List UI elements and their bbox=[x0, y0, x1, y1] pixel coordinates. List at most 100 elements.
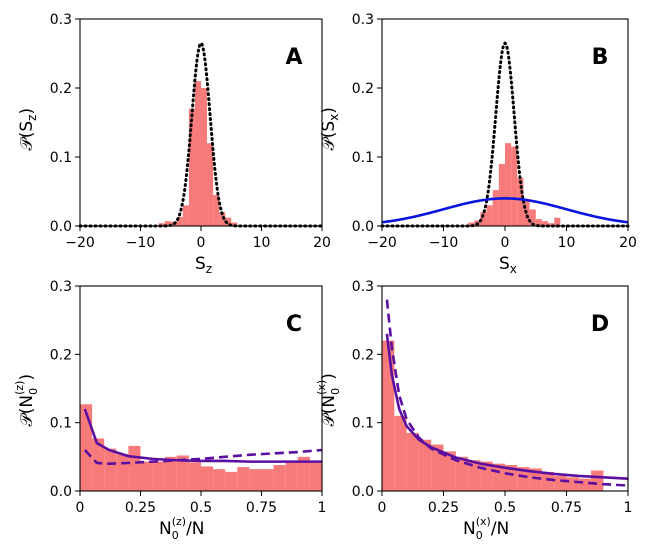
panel-b-curves bbox=[380, 41, 630, 228]
panel-c-x-tick-label: 0 bbox=[76, 500, 85, 516]
panel-d-x-tick-label: 1 bbox=[624, 500, 633, 516]
panel-d-curve-solid bbox=[385, 333, 629, 480]
panel-c-bar bbox=[140, 461, 153, 491]
panel-a-y-label-close: ) bbox=[17, 108, 37, 115]
panel-b-histogram bbox=[468, 143, 561, 226]
panel-c-bar bbox=[116, 454, 129, 491]
panel-c-x-ticks: 0 0.25 0.5 0.75 1 bbox=[76, 491, 327, 516]
panel-c-y-label-sup: (z) bbox=[13, 381, 26, 395]
panel-c-bar bbox=[201, 466, 214, 491]
panel-b-bar bbox=[548, 223, 555, 226]
panel-b-curve-solid bbox=[381, 197, 629, 224]
panel-a-histogram bbox=[158, 81, 238, 226]
panel-a-bar bbox=[201, 88, 208, 226]
panel-d-bar bbox=[443, 451, 456, 491]
panel-d-x-label-main: N bbox=[463, 519, 476, 539]
panel-d-bar bbox=[566, 477, 579, 491]
panel-b-x-tick-label: 10 bbox=[558, 235, 576, 251]
panel-a-y-tick-label: 0.0 bbox=[50, 219, 72, 235]
panel-b-x-tick-label: −20 bbox=[367, 235, 397, 251]
panel-d-x-tick-label: 0.75 bbox=[551, 500, 582, 516]
panel-c-y-tick-label: 0.1 bbox=[50, 416, 72, 432]
panel-a-bar bbox=[176, 217, 183, 226]
panel-d-bar bbox=[406, 432, 419, 491]
panel-c-bar bbox=[80, 404, 93, 491]
panel-d-bar bbox=[591, 470, 604, 491]
panel-d: 0 0.25 0.5 0.75 1 0.00.10.20.3 D N0(x)/N 𝒫(N… bbox=[315, 279, 632, 542]
panel-a-y-label: 𝒫(Sz) bbox=[17, 108, 39, 151]
panel-a-bar bbox=[158, 223, 165, 226]
panel-c-curve-solid bbox=[83, 408, 322, 463]
panel-c-bar bbox=[128, 445, 141, 491]
panel-a-bar bbox=[164, 221, 171, 226]
panel-a-bar bbox=[225, 217, 232, 226]
panel-a-bar bbox=[213, 194, 220, 226]
panel-c-y-tick-label: 0.2 bbox=[50, 347, 72, 363]
panel-d-bar bbox=[418, 439, 432, 491]
panel-d-curves bbox=[385, 299, 629, 487]
panel-d-x-label: N0(x)/N bbox=[463, 515, 509, 542]
panel-c-y-tick-label: 0.0 bbox=[50, 484, 72, 500]
panel-d-bar bbox=[541, 471, 555, 491]
panel-c-bar bbox=[285, 461, 298, 491]
panel-a-bar bbox=[231, 222, 238, 226]
panel-d-bar bbox=[578, 478, 592, 491]
panel-d-y-ticks: 0.0 0.1 0.2 0.3 bbox=[352, 279, 382, 500]
panel-b-bar bbox=[486, 205, 493, 226]
panel-a-x-label-main: S bbox=[195, 254, 206, 274]
panel-d-bar bbox=[554, 475, 567, 491]
panel-c-bar bbox=[273, 465, 286, 491]
panel-d-bar bbox=[455, 456, 469, 491]
panel-b-y-tick-label: 0.2 bbox=[352, 81, 374, 97]
panel-c-bar bbox=[164, 456, 177, 491]
panel-b-y-label-main: 𝒫(S bbox=[319, 121, 339, 151]
panel-d-x-ticks: 0 0.25 0.5 0.75 1 bbox=[378, 491, 633, 516]
panel-a-x-tick-label: −10 bbox=[126, 235, 156, 251]
panel-b-bar bbox=[535, 219, 542, 226]
panel-c-bar bbox=[261, 469, 274, 491]
panel-c-bar bbox=[309, 461, 322, 491]
panel-c-bar bbox=[92, 438, 105, 491]
panel-a-y-ticks: 0.0 0.1 0.2 0.3 bbox=[50, 12, 80, 235]
panel-a-bar bbox=[188, 108, 195, 226]
panel-c-x-tick-label: 1 bbox=[318, 500, 327, 516]
panel-b-bar bbox=[529, 209, 536, 226]
panel-a-bar bbox=[194, 81, 201, 226]
panel-c-bar bbox=[104, 448, 117, 491]
panel-c: 0 0.25 0.5 0.75 1 0.00.10.20.3 C N0(z)/N 𝒫(N… bbox=[13, 279, 326, 542]
panel-d-x-label-sub: 0 bbox=[476, 529, 483, 542]
panel-c-bar bbox=[152, 461, 165, 491]
panel-d-x-tick-label: 0 bbox=[378, 500, 387, 516]
panel-b-bar bbox=[554, 217, 561, 226]
panel-a-x-tick-label: 10 bbox=[253, 235, 271, 251]
panel-a-bar bbox=[182, 205, 189, 226]
panel-c-x-tick-label: 0.5 bbox=[190, 500, 212, 516]
panel-a-x-label: Sz bbox=[195, 254, 212, 276]
panel-b-bar bbox=[480, 212, 487, 226]
panel-b-bar bbox=[505, 143, 512, 226]
panel-d-bar bbox=[505, 465, 518, 491]
panel-a-y-label-sub: z bbox=[25, 115, 39, 121]
panel-b-bar bbox=[468, 222, 475, 226]
panel-b: −20 −10 0 10 20 0.00.10.20.3 B Sx 𝒫(Sx) bbox=[319, 12, 637, 276]
panel-a-x-tick-label: −20 bbox=[65, 235, 95, 251]
panel-d-y-tick-label: 0.2 bbox=[352, 347, 374, 363]
panel-d-bar bbox=[517, 467, 530, 491]
panel-b-letter: B bbox=[592, 45, 609, 70]
panel-d-x-label-sup: (x) bbox=[476, 515, 491, 528]
panel-d-x-tick-label: 0.25 bbox=[428, 500, 459, 516]
panel-b-x-tick-label: −10 bbox=[429, 235, 459, 251]
panel-d-y-label-close: ) bbox=[319, 373, 339, 380]
panel-a-letter: A bbox=[285, 45, 302, 70]
panel-c-y-label-sub: 0 bbox=[27, 388, 40, 395]
panel-c-letter: C bbox=[286, 312, 302, 337]
panel-b-bar bbox=[498, 163, 505, 226]
panel-c-x-tick-label: 0.25 bbox=[125, 500, 156, 516]
panel-c-bar bbox=[225, 471, 238, 491]
panel-b-y-ticks: 0.0 0.1 0.2 0.3 bbox=[352, 12, 382, 235]
panel-b-x-ticks: −20 −10 0 10 20 bbox=[367, 226, 637, 251]
panel-c-bar bbox=[297, 456, 310, 491]
panel-d-bar bbox=[529, 468, 542, 491]
panel-c-y-label-close: ) bbox=[17, 374, 37, 381]
panel-c-curves bbox=[83, 408, 323, 465]
